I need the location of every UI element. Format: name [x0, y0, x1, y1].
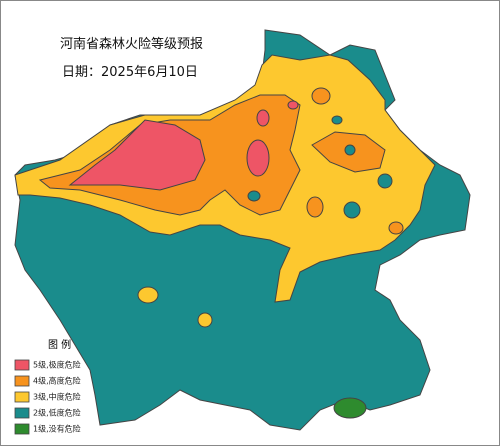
legend-label: 5级,极度危险: [33, 360, 81, 370]
henan-map: [14, 29, 471, 431]
map-date: 日期：2025年6月10日: [62, 65, 198, 80]
level-5-area: [287, 100, 299, 110]
legend-swatch: [14, 423, 30, 435]
level-2-area: [377, 173, 393, 189]
level-2-area: [344, 144, 356, 156]
legend: 5级,极度危险 4级,高度危险 3级,中度危险 2级,低度危险 1级,没有危险: [14, 359, 81, 435]
level-5-area: [68, 119, 206, 191]
legend-title: 图 例: [48, 338, 71, 351]
legend-swatch: [14, 375, 30, 387]
level-4-area: [388, 221, 404, 235]
legend-label: 4级,高度危险: [33, 376, 81, 386]
level-3-area: [137, 286, 159, 304]
legend-swatch: [14, 359, 30, 371]
level-5-area: [256, 109, 270, 127]
level-1-area: [333, 397, 367, 419]
level-2-area: [331, 115, 343, 125]
level-2-area: [343, 201, 361, 219]
legend-label: 2级,低度危险: [33, 408, 81, 418]
level-5-area: [246, 139, 270, 177]
level-4-area: [306, 196, 324, 218]
legend-label: 1级,没有危险: [33, 424, 81, 434]
level-2-area: [247, 190, 261, 202]
level-4-area: [311, 87, 331, 105]
legend-swatch: [14, 391, 30, 403]
level-3-area: [197, 312, 213, 328]
map-title: 河南省森林火险等级预报: [60, 36, 203, 52]
legend-label: 3级,中度危险: [33, 392, 81, 402]
legend-swatch: [14, 407, 30, 419]
